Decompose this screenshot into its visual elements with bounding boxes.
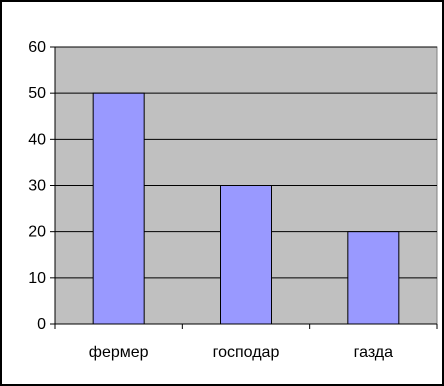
- y-tick-label: 0: [37, 316, 46, 333]
- bars: [92, 92, 400, 325]
- axes: [50, 46, 438, 329]
- y-tick-labels: 0 10 20 30 40 50 60: [28, 39, 46, 333]
- x-category-labels: фермер господар газда: [89, 344, 393, 361]
- bar-1: [220, 185, 272, 325]
- y-tick-label: 30: [28, 178, 46, 195]
- y-tick-label: 50: [28, 85, 46, 102]
- x-category-label: газда: [354, 344, 394, 361]
- x-category-label: фермер: [89, 344, 149, 361]
- y-tick-label: 40: [28, 131, 46, 148]
- bar-2: [347, 231, 400, 325]
- y-tick-label: 10: [28, 270, 46, 287]
- y-tick-label: 20: [28, 224, 46, 241]
- bar-0: [92, 92, 145, 325]
- y-tick-label: 60: [28, 39, 46, 56]
- x-category-label: господар: [213, 344, 280, 361]
